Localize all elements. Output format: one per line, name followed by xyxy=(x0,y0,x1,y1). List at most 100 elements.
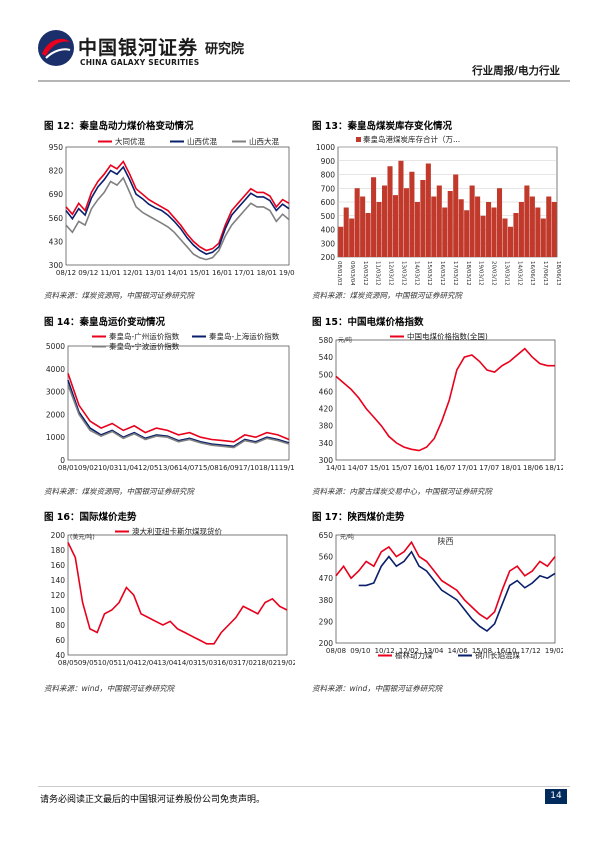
figure-16-source: 资料来源：wind，中国银河证券研究院 xyxy=(44,684,175,693)
x-tick-label: 09/03/04 xyxy=(349,261,355,285)
bar xyxy=(442,207,448,257)
y-tick-label: 470 xyxy=(319,574,334,583)
x-tick-label: 12/05 xyxy=(138,464,158,472)
x-tick-label: 14/03/12 xyxy=(413,261,419,285)
y-tick-label: 1000 xyxy=(46,433,65,442)
bar xyxy=(382,185,388,257)
x-tick-label: 09/12 xyxy=(78,269,98,277)
series-line xyxy=(65,160,290,252)
x-tick-label: 08/12 xyxy=(56,269,76,277)
galaxy-logo-icon xyxy=(38,30,74,66)
bar xyxy=(349,218,355,257)
bar xyxy=(540,218,546,257)
x-tick-label: 08/08 xyxy=(326,647,346,655)
series-line xyxy=(67,384,290,449)
x-tick-label: 16/06/13 xyxy=(529,261,535,285)
x-tick-label: 16/09 xyxy=(219,464,239,472)
chart-qinhuangdao-freight: 5000 4000 3000 2000 1000 008/01 09/02 10/03 11/0… xyxy=(46,331,295,472)
x-tick-label: 19/12 xyxy=(279,464,295,472)
figure-15-title: 图 15：中国电煤价格指数 xyxy=(312,317,424,328)
y-tick-label: 80 xyxy=(55,621,65,630)
y-tick-label: 60 xyxy=(55,636,65,645)
y-tick-label: 560 xyxy=(319,553,334,562)
y-tick-label: 100 xyxy=(51,606,66,615)
y-tick-label: 500 xyxy=(321,212,336,221)
y-tick-label: 120 xyxy=(51,591,66,600)
x-tick-label: 09/05 xyxy=(78,659,98,667)
bar xyxy=(524,185,530,257)
y-tick-label: 580 xyxy=(319,336,334,345)
y-tick-label: 400 xyxy=(321,226,336,235)
x-tick-label: 19/02 xyxy=(545,647,563,655)
x-tick-label: 09/10 xyxy=(350,647,370,655)
bar xyxy=(431,196,437,257)
x-tick-label: 11/01 xyxy=(101,269,121,277)
y-tick-label: 460 xyxy=(319,387,334,396)
legend-label: 秦皇岛-宁波运价指数 xyxy=(109,341,180,351)
report-category: 行业周报/电力行业 xyxy=(472,65,560,77)
y-tick-label: 200 xyxy=(51,531,66,540)
y-tick-label: 300 xyxy=(321,239,336,248)
legend-label: 秦皇岛-上海运价指数 xyxy=(209,331,280,341)
x-tick-label: 20/03/12 xyxy=(491,261,497,285)
y-tick-label: 290 xyxy=(319,617,334,626)
legend-label: 秦皇岛港煤炭库存合计（万... xyxy=(363,135,460,144)
x-tick-label: 18/01 xyxy=(257,269,277,277)
unit-label: 元/吨 xyxy=(338,336,352,344)
legend-label: 澳大利亚纽卡斯尔煤现货价 xyxy=(132,526,222,536)
figure-17-source: 资料来源：wind，中国银河证券研究院 xyxy=(312,684,443,693)
bar xyxy=(387,166,393,257)
y-tick-label: 1000 xyxy=(316,143,335,152)
figure-12-source: 资料来源：煤炭资源网，中国银河证券研究院 xyxy=(44,291,194,300)
unit-label: 元/吨 xyxy=(340,533,354,541)
figure-13-source: 资料来源：煤炭资源网，中国银河证券研究院 xyxy=(312,291,462,300)
x-tick-label: 17/02 xyxy=(237,659,257,667)
series-line xyxy=(67,373,290,443)
x-tick-label: 18/12 xyxy=(545,464,563,472)
x-tick-label: 18/06 xyxy=(523,464,544,472)
legend-label: 榆林动力煤 xyxy=(395,650,433,660)
bar xyxy=(551,202,557,257)
y-tick-label: 540 xyxy=(319,353,334,362)
plot-frame xyxy=(65,146,290,266)
bar xyxy=(529,196,535,257)
y-tick-label: 900 xyxy=(321,157,336,166)
x-tick-label: 10/12 xyxy=(375,647,395,655)
x-tick-label: 08/05 xyxy=(58,659,78,667)
y-tick-label: 650 xyxy=(319,531,334,540)
series-line xyxy=(335,347,555,452)
x-tick-label: 18/06/13 xyxy=(555,261,561,285)
y-tick-label: 800 xyxy=(321,171,336,180)
x-tick-label: 14/01 xyxy=(326,464,346,472)
bar xyxy=(502,218,508,257)
x-tick-label: 19/03/12 xyxy=(478,261,484,285)
x-tick-label: 09/02 xyxy=(78,464,98,472)
y-tick-label: 200 xyxy=(319,639,334,648)
bar xyxy=(486,202,492,257)
y-tick-label: 200 xyxy=(321,253,336,262)
figure-15-source: 资料来源：内蒙古煤炭交易中心，中国银河证券研究院 xyxy=(312,487,492,496)
series-line xyxy=(358,550,556,633)
bar xyxy=(360,196,366,257)
header-divider xyxy=(38,80,570,82)
legend-label: 大同优混 xyxy=(115,136,145,146)
x-tick-label: 13/03/12 xyxy=(503,261,509,285)
x-tick-label: 19/02 xyxy=(277,659,295,667)
x-tick-label: 13/01 xyxy=(145,269,165,277)
y-tick-label: 690 xyxy=(49,190,64,199)
bar xyxy=(354,188,360,257)
bar xyxy=(409,171,415,257)
logo-english-name: CHINA GALAXY SECURITIES xyxy=(80,58,200,67)
x-tick-label: 15/03 xyxy=(197,659,217,667)
x-tick-label: 10/05 xyxy=(98,659,118,667)
page-number: 14 xyxy=(545,789,567,804)
bar xyxy=(343,207,349,257)
figure-13-title: 图 13：秦皇岛煤炭库存变化情况 xyxy=(312,121,453,132)
plot-frame xyxy=(335,339,556,461)
bar xyxy=(425,163,431,257)
bar xyxy=(414,202,420,257)
y-tick-label: 3000 xyxy=(46,388,65,397)
